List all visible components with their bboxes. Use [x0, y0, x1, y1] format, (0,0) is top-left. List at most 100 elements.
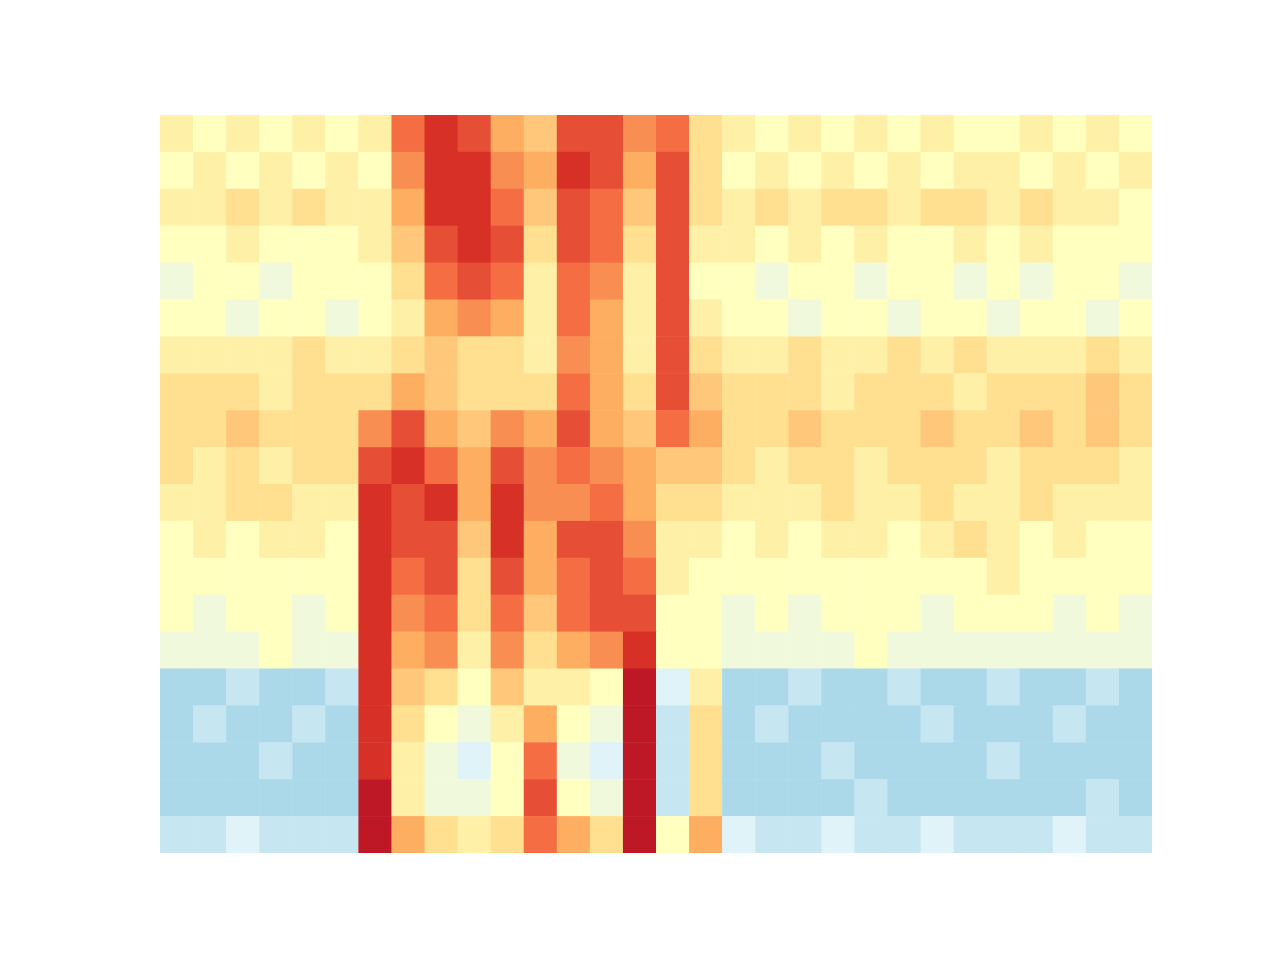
- heatmap-cell: [854, 521, 888, 558]
- heatmap-cell: [325, 373, 359, 410]
- heatmap-cell: [954, 300, 988, 337]
- heatmap-cell: [722, 705, 756, 742]
- heatmap-cell: [226, 632, 260, 669]
- heatmap-cell: [722, 521, 756, 558]
- heatmap-cell: [854, 189, 888, 226]
- heatmap-cell: [1119, 595, 1152, 632]
- heatmap-cell: [788, 115, 822, 152]
- heatmap-cell: [1020, 152, 1054, 189]
- heatmap-cell: [887, 484, 921, 521]
- heatmap-cell: [1086, 595, 1120, 632]
- heatmap-cell: [1053, 669, 1087, 706]
- heatmap-cell: [788, 336, 822, 373]
- heatmap-cell: [590, 115, 624, 152]
- heatmap-cell: [491, 521, 525, 558]
- heatmap-cell: [193, 816, 227, 853]
- heatmap-cell: [887, 669, 921, 706]
- heatmap-cell: [987, 595, 1021, 632]
- heatmap-cell: [821, 115, 855, 152]
- heatmap-cell: [722, 263, 756, 300]
- heatmap-cell: [1086, 115, 1120, 152]
- heatmap-cell: [921, 300, 955, 337]
- heatmap-cell: [491, 373, 525, 410]
- heatmap-cell: [854, 336, 888, 373]
- heatmap-cell: [921, 447, 955, 484]
- heatmap-cell: [755, 336, 789, 373]
- heatmap-cell: [987, 373, 1021, 410]
- heatmap-cell: [1086, 779, 1120, 816]
- heatmap-cell: [656, 226, 690, 263]
- heatmap-cell: [1086, 300, 1120, 337]
- heatmap-cell: [755, 484, 789, 521]
- heatmap-cell: [921, 152, 955, 189]
- heatmap-cell: [226, 816, 260, 853]
- heatmap-cell: [954, 447, 988, 484]
- heatmap-cell: [425, 669, 459, 706]
- heatmap-cell: [292, 263, 326, 300]
- heatmap-cell: [656, 300, 690, 337]
- heatmap-cell: [193, 373, 227, 410]
- heatmap-cell: [987, 410, 1021, 447]
- heatmap-cell: [425, 336, 459, 373]
- heatmap-cell: [755, 447, 789, 484]
- heatmap-cell: [1119, 558, 1152, 595]
- heatmap-cell: [656, 632, 690, 669]
- heatmap-cell: [226, 410, 260, 447]
- heatmap-cell: [1020, 816, 1054, 853]
- heatmap-cell: [160, 742, 194, 779]
- heatmap-cell: [590, 373, 624, 410]
- heatmap-cell: [358, 558, 392, 595]
- heatmap-cell: [755, 742, 789, 779]
- heatmap-cell: [656, 742, 690, 779]
- heatmap-cell: [755, 152, 789, 189]
- heatmap-cell: [854, 373, 888, 410]
- heatmap-cell: [557, 558, 591, 595]
- heatmap-cell: [491, 410, 525, 447]
- heatmap-cell: [689, 779, 723, 816]
- heatmap-cell: [458, 115, 492, 152]
- heatmap-cell: [755, 779, 789, 816]
- heatmap-cell: [259, 115, 293, 152]
- heatmap-cell: [259, 447, 293, 484]
- heatmap-cell: [887, 705, 921, 742]
- heatmap-cell: [425, 300, 459, 337]
- heatmap-cell: [1020, 779, 1054, 816]
- heatmap-cell: [921, 336, 955, 373]
- heatmap-cell: [921, 595, 955, 632]
- heatmap-cell: [1020, 410, 1054, 447]
- heatmap-cell: [491, 115, 525, 152]
- heatmap-cell: [788, 521, 822, 558]
- heatmap-cell: [722, 152, 756, 189]
- heatmap-cell: [325, 152, 359, 189]
- heatmap-cell: [1020, 705, 1054, 742]
- heatmap-cell: [854, 410, 888, 447]
- heatmap-cell: [1086, 558, 1120, 595]
- heatmap-cell: [788, 152, 822, 189]
- heatmap-cell: [987, 152, 1021, 189]
- heatmap-cell: [292, 152, 326, 189]
- heatmap-cell: [623, 373, 657, 410]
- heatmap-cell: [821, 742, 855, 779]
- heatmap-cell: [358, 742, 392, 779]
- heatmap-cell: [193, 300, 227, 337]
- heatmap-cell: [325, 558, 359, 595]
- heatmap-cell: [391, 669, 425, 706]
- heatmap-cell: [557, 742, 591, 779]
- heatmap-cell: [160, 226, 194, 263]
- heatmap-cell: [1119, 373, 1152, 410]
- heatmap-cell: [821, 447, 855, 484]
- heatmap-cell: [623, 189, 657, 226]
- heatmap-cell: [1086, 226, 1120, 263]
- heatmap-cell: [954, 263, 988, 300]
- heatmap-cell: [193, 115, 227, 152]
- heatmap-cell: [226, 336, 260, 373]
- heatmap-cell: [491, 632, 525, 669]
- heatmap-cell: [524, 189, 558, 226]
- heatmap-cell: [722, 447, 756, 484]
- heatmap-cell: [325, 263, 359, 300]
- heatmap-cell: [160, 189, 194, 226]
- heatmap-cell: [226, 152, 260, 189]
- heatmap-cell: [887, 189, 921, 226]
- heatmap-cell: [854, 300, 888, 337]
- heatmap-cell: [887, 115, 921, 152]
